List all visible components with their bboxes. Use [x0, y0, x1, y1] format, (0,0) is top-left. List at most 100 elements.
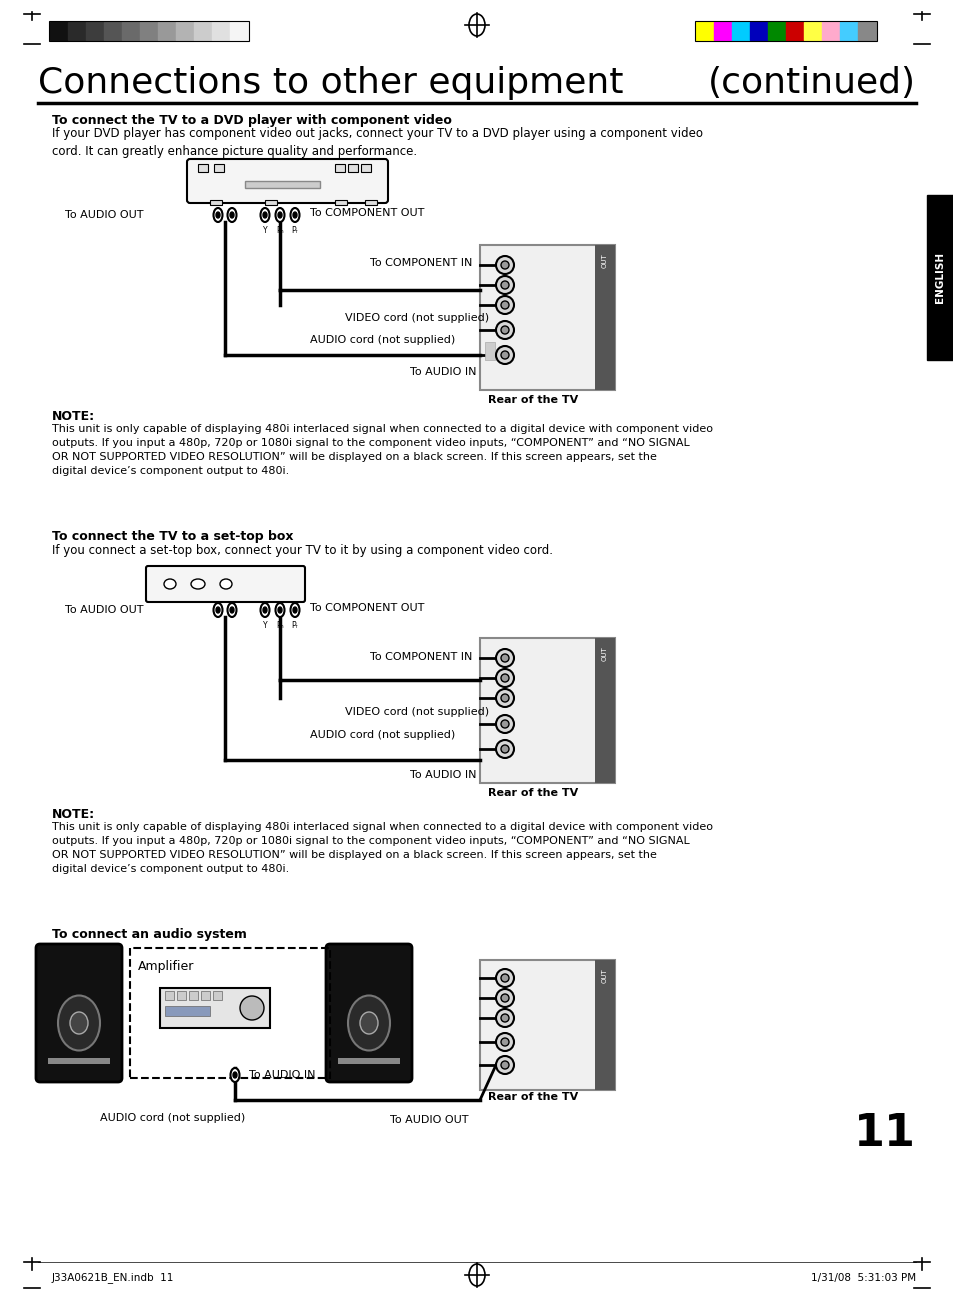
Bar	[198, 164, 208, 171]
Ellipse shape	[260, 603, 269, 617]
Circle shape	[496, 1056, 514, 1074]
Ellipse shape	[260, 208, 269, 222]
Text: To AUDIO IN: To AUDIO IN	[410, 770, 476, 780]
Text: To AUDIO IN: To AUDIO IN	[249, 1070, 315, 1080]
Bar	[803, 22, 821, 41]
Text: To AUDIO OUT: To AUDIO OUT	[65, 606, 143, 615]
Text: Pₙ: Pₙ	[276, 226, 283, 235]
Bar	[749, 22, 767, 41]
Text: If your DVD player has component video out jacks, connect your TV to a DVD playe: If your DVD player has component video o…	[52, 127, 702, 158]
Bar	[731, 22, 749, 41]
Text: VIDEO cord (not supplied): VIDEO cord (not supplied)	[345, 708, 489, 717]
Text: ENGLISH: ENGLISH	[934, 251, 944, 302]
Text: To COMPONENT IN: To COMPONENT IN	[370, 651, 472, 662]
Bar	[695, 21, 876, 41]
Circle shape	[496, 740, 514, 759]
Circle shape	[500, 1014, 509, 1022]
Circle shape	[496, 689, 514, 708]
Bar	[245, 181, 319, 188]
Circle shape	[496, 276, 514, 294]
Text: Pᵣ: Pᵣ	[292, 621, 298, 630]
Text: Y: Y	[262, 226, 267, 235]
Circle shape	[500, 695, 509, 702]
Text: 11: 11	[853, 1112, 915, 1155]
Text: OUT: OUT	[601, 252, 607, 268]
Ellipse shape	[291, 208, 299, 222]
Ellipse shape	[293, 212, 296, 218]
Ellipse shape	[58, 995, 100, 1050]
Bar	[484, 341, 495, 360]
Circle shape	[500, 326, 509, 334]
Text: To AUDIO OUT: To AUDIO OUT	[65, 211, 143, 220]
Bar	[857, 22, 875, 41]
Bar	[479, 960, 615, 1090]
Ellipse shape	[227, 208, 236, 222]
Bar	[158, 22, 175, 41]
Text: Amplifier: Amplifier	[138, 960, 194, 973]
Bar	[230, 22, 248, 41]
Text: To connect an audio system: To connect an audio system	[52, 927, 247, 940]
Ellipse shape	[277, 607, 282, 613]
Text: AUDIO cord (not supplied): AUDIO cord (not supplied)	[310, 335, 455, 345]
Bar	[130, 948, 330, 1078]
Text: This unit is only capable of displaying 480i interlaced signal when connected to: This unit is only capable of displaying …	[52, 821, 712, 874]
Bar	[595, 245, 615, 390]
Circle shape	[496, 1033, 514, 1052]
Ellipse shape	[291, 603, 299, 617]
Bar	[335, 164, 345, 171]
Text: Y: Y	[262, 621, 267, 630]
Text: AUDIO cord (not supplied): AUDIO cord (not supplied)	[310, 730, 455, 740]
Bar	[48, 1058, 110, 1063]
FancyBboxPatch shape	[326, 944, 412, 1082]
Text: OUT: OUT	[601, 646, 607, 661]
Ellipse shape	[213, 208, 222, 222]
Bar	[213, 991, 222, 1001]
Ellipse shape	[231, 1069, 239, 1082]
Ellipse shape	[263, 212, 267, 218]
Circle shape	[496, 715, 514, 732]
Bar	[189, 991, 198, 1001]
Circle shape	[496, 296, 514, 314]
Ellipse shape	[215, 607, 220, 613]
Bar	[210, 200, 222, 205]
Ellipse shape	[277, 212, 282, 218]
Bar	[140, 22, 158, 41]
Text: Connections to other equipment: Connections to other equipment	[38, 65, 623, 99]
Bar	[177, 991, 186, 1001]
Bar	[86, 22, 104, 41]
Text: Pᵣ: Pᵣ	[292, 226, 298, 235]
Text: 1/31/08  5:31:03 PM: 1/31/08 5:31:03 PM	[810, 1273, 915, 1283]
Text: Pₙ: Pₙ	[276, 621, 283, 630]
Bar	[785, 22, 803, 41]
Bar	[49, 21, 249, 41]
Bar	[165, 991, 173, 1001]
Circle shape	[496, 969, 514, 988]
Circle shape	[500, 746, 509, 753]
Ellipse shape	[220, 579, 232, 589]
Bar	[265, 200, 276, 205]
Text: To AUDIO OUT: To AUDIO OUT	[390, 1114, 468, 1125]
Bar	[175, 22, 193, 41]
Circle shape	[496, 347, 514, 364]
Text: If you connect a set-top box, connect your TV to it by using a component video c: If you connect a set-top box, connect yo…	[52, 544, 553, 557]
Bar	[479, 245, 615, 390]
Text: To COMPONENT OUT: To COMPONENT OUT	[310, 208, 424, 218]
Bar	[335, 200, 347, 205]
Text: NOTE:: NOTE:	[52, 409, 95, 422]
Bar	[479, 638, 615, 783]
Text: This unit is only capable of displaying 480i interlaced signal when connected to: This unit is only capable of displaying …	[52, 424, 712, 476]
Bar	[213, 164, 224, 171]
Text: To connect the TV to a set-top box: To connect the TV to a set-top box	[52, 530, 294, 543]
Text: To COMPONENT OUT: To COMPONENT OUT	[310, 603, 424, 613]
Bar	[201, 991, 210, 1001]
FancyBboxPatch shape	[187, 160, 388, 203]
Ellipse shape	[230, 607, 233, 613]
Bar	[348, 164, 357, 171]
Text: Rear of the TV: Rear of the TV	[488, 1092, 578, 1103]
Ellipse shape	[164, 579, 175, 589]
Circle shape	[496, 256, 514, 273]
Ellipse shape	[215, 212, 220, 218]
Circle shape	[500, 281, 509, 289]
Bar	[840, 22, 857, 41]
Ellipse shape	[240, 995, 264, 1020]
